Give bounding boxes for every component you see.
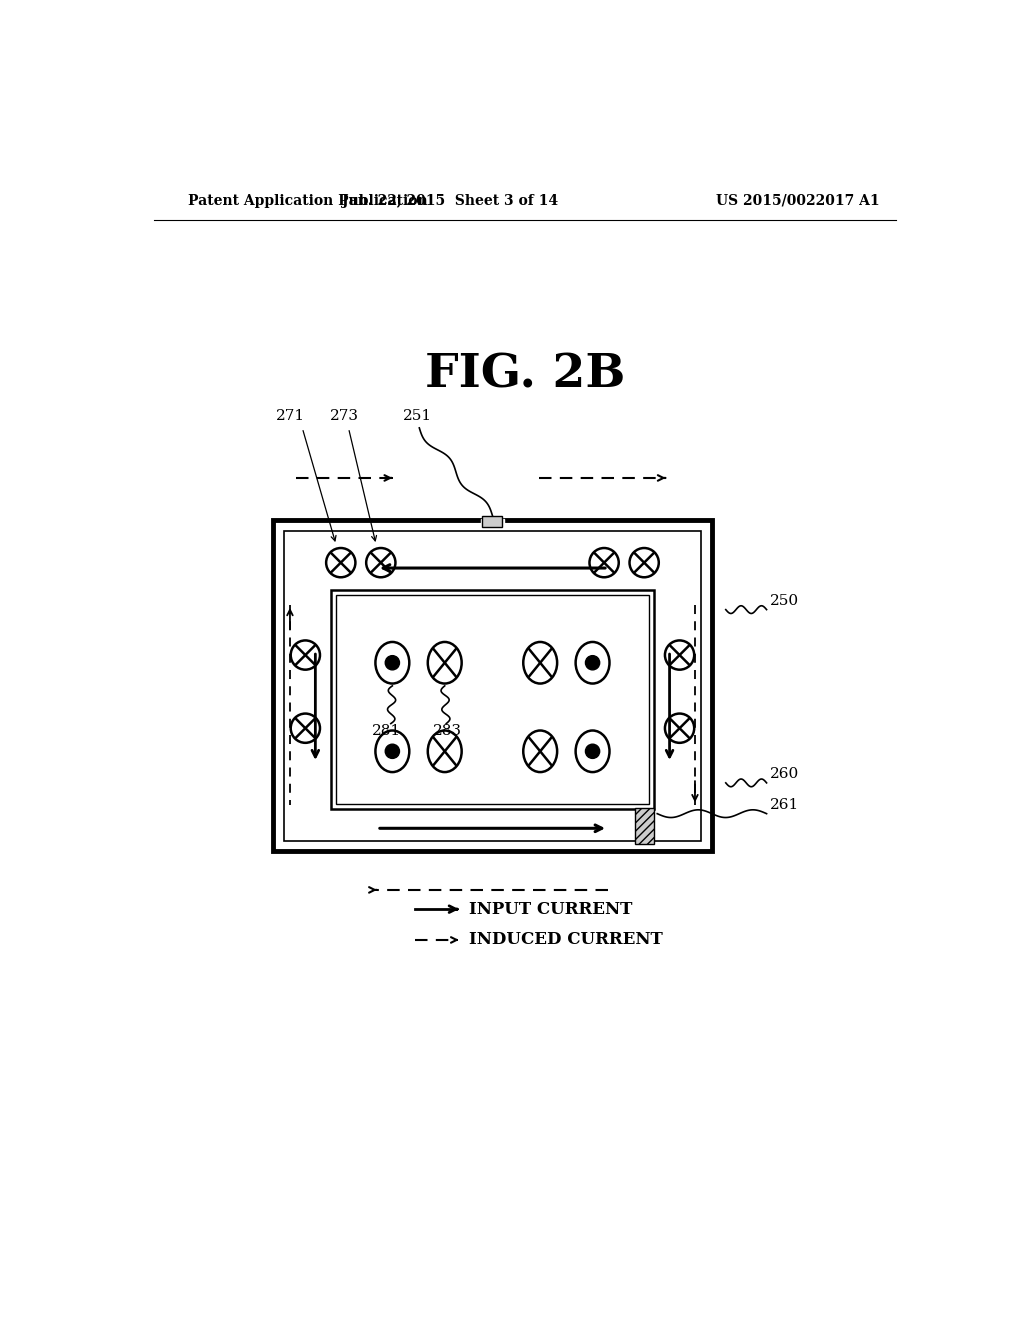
Circle shape xyxy=(586,744,600,759)
Text: INDUCED CURRENT: INDUCED CURRENT xyxy=(469,932,664,949)
Bar xyxy=(481,519,504,527)
Circle shape xyxy=(385,656,399,669)
Text: 251: 251 xyxy=(403,409,432,424)
Bar xyxy=(336,595,649,804)
Text: 250: 250 xyxy=(770,594,799,609)
Text: 273: 273 xyxy=(330,409,359,424)
Text: INPUT CURRENT: INPUT CURRENT xyxy=(469,900,633,917)
Bar xyxy=(635,808,654,843)
Bar xyxy=(273,520,712,851)
Text: 260: 260 xyxy=(770,767,799,781)
Circle shape xyxy=(385,744,399,759)
Text: Patent Application Publication: Patent Application Publication xyxy=(188,194,428,207)
Text: FIG. 2B: FIG. 2B xyxy=(425,351,625,397)
Bar xyxy=(284,531,701,841)
Bar xyxy=(482,516,503,527)
Text: 283: 283 xyxy=(433,725,462,738)
Text: 271: 271 xyxy=(276,409,305,424)
Text: US 2015/0022017 A1: US 2015/0022017 A1 xyxy=(716,194,880,207)
Circle shape xyxy=(586,656,600,669)
Text: 281: 281 xyxy=(372,725,400,738)
Bar xyxy=(331,590,654,809)
Text: Jan. 22, 2015  Sheet 3 of 14: Jan. 22, 2015 Sheet 3 of 14 xyxy=(342,194,558,207)
Text: 261: 261 xyxy=(770,799,799,812)
